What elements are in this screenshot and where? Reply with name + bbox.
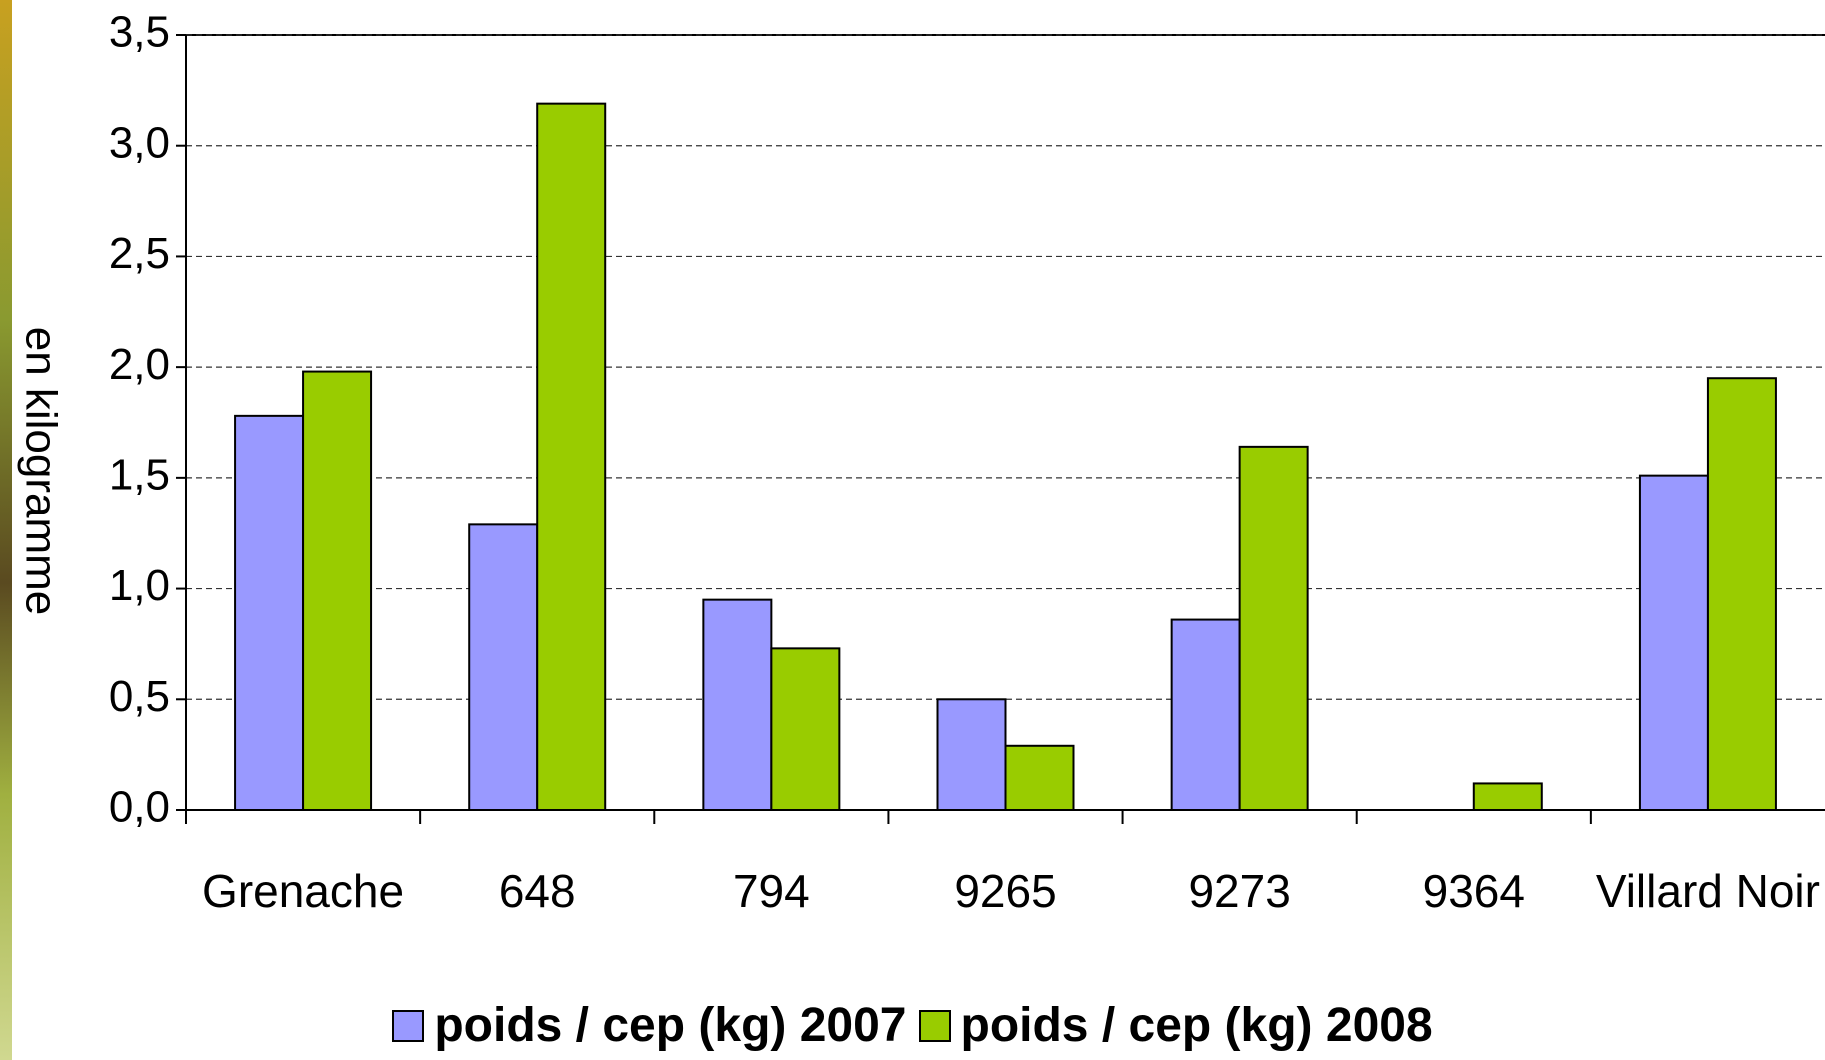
bar [1170, 618, 1241, 811]
bar [1638, 474, 1709, 811]
legend-label: poids / cep (kg) 2008 [960, 999, 1433, 1052]
legend-label: poids / cep (kg) 2007 [434, 999, 907, 1052]
x-tick-label: 9364 [1422, 865, 1525, 917]
y-tick-label: 0,5 [109, 672, 170, 721]
x-tick-label: Villard Noir [1595, 865, 1820, 917]
y-tick-label: 2,5 [109, 229, 170, 278]
x-tick-label: 9273 [1188, 865, 1291, 917]
bar [1004, 744, 1075, 811]
background-strip [0, 0, 12, 1060]
legend-swatch [918, 1009, 951, 1042]
x-tick-label: 9265 [954, 865, 1057, 917]
y-tick-label: 3,0 [109, 118, 170, 167]
legend: poids / cep (kg) 2007 poids / cep (kg) 20… [0, 998, 1825, 1054]
legend-item: poids / cep (kg) 2007 [392, 998, 907, 1053]
bar [770, 647, 841, 811]
bar [536, 102, 607, 811]
legend-swatch [392, 1009, 425, 1042]
y-tick-label: 3,5 [109, 8, 170, 57]
bar [302, 370, 373, 811]
y-tick-label: 2,0 [109, 340, 170, 389]
bar [234, 414, 305, 811]
x-tick-label: 794 [732, 865, 810, 917]
bar [1472, 782, 1543, 812]
legend-item: poids / cep (kg) 2008 [918, 998, 1433, 1053]
bar [702, 598, 773, 812]
bar [468, 523, 539, 811]
y-tick-label: 0,0 [109, 783, 170, 832]
x-tick-label: 648 [498, 865, 576, 917]
bar [1238, 445, 1309, 811]
bar [936, 698, 1007, 811]
bar [1706, 377, 1777, 811]
y-tick-label: 1,5 [109, 450, 170, 499]
y-axis-label: en kilogramme [16, 327, 65, 616]
y-tick-label: 1,0 [109, 561, 170, 610]
x-tick-label: Grenache [202, 865, 405, 917]
